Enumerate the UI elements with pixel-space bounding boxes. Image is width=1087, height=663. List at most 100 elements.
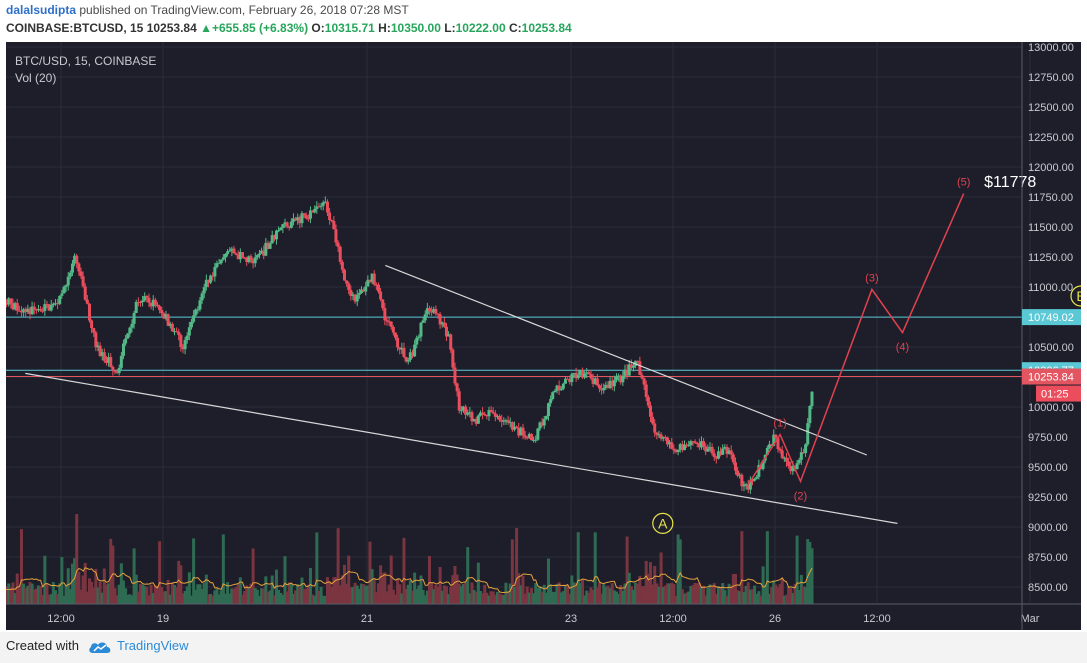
candle-body: [383, 308, 387, 321]
volume-bar: [113, 588, 117, 604]
candle-body: [638, 361, 642, 376]
volume-bar: [570, 575, 574, 604]
candle-body: [234, 253, 238, 255]
volume-bar: [640, 586, 644, 604]
candle-body: [555, 385, 559, 391]
candle-body: [266, 242, 270, 249]
last-price: 10253.84: [146, 21, 197, 35]
volume-bar: [738, 591, 742, 604]
y-tick-label: 9250.00: [1028, 492, 1068, 504]
volume-bar: [364, 585, 368, 604]
candle-body: [311, 210, 315, 213]
volume-bar: [334, 577, 338, 604]
volume-bar: [676, 534, 680, 604]
candle-body: [804, 444, 808, 454]
volume-bar: [744, 585, 748, 604]
volume-bar: [693, 582, 697, 604]
volume-bar: [134, 574, 138, 604]
candle-body: [719, 451, 723, 455]
candle-body: [219, 259, 223, 264]
volume-bar: [189, 595, 193, 604]
chart-panel[interactable]: (1) (2) (3) (4) (5) $11778 A B 13000.00 12750.0…: [6, 42, 1081, 630]
tradingview-cloud-icon: [89, 642, 111, 653]
volume-bar: [277, 589, 281, 604]
volume-bar: [419, 575, 423, 604]
candle-body: [436, 313, 440, 315]
candle-body: [238, 251, 242, 260]
candle-body: [240, 251, 244, 258]
candle-body: [279, 227, 283, 231]
volume-bar: [559, 592, 563, 604]
candle-body: [612, 380, 616, 387]
volume-bar: [425, 590, 429, 604]
volume-bar: [245, 585, 249, 604]
candle-body: [646, 397, 650, 406]
volume-bar: [572, 582, 576, 604]
volume-bar: [797, 590, 801, 604]
volume-bar: [34, 588, 38, 604]
candle-body: [385, 320, 389, 322]
volume-bar: [602, 584, 606, 604]
volume-bar: [226, 582, 230, 604]
volume-bar: [634, 582, 638, 604]
candle-body: [495, 416, 499, 418]
candle-body: [162, 313, 166, 319]
volume-bar: [423, 595, 427, 604]
volume-bar: [651, 584, 655, 604]
high-label: H:: [378, 21, 391, 35]
candle-body: [757, 465, 761, 477]
candle-body: [578, 370, 582, 376]
candle-body: [459, 410, 463, 412]
candle-body: [759, 465, 763, 469]
candle-body: [464, 406, 468, 415]
volume-bar: [359, 583, 363, 604]
volume-bar: [22, 583, 26, 604]
volume-bar: [387, 584, 391, 604]
volume-bar: [306, 584, 310, 604]
volume-bar: [731, 573, 735, 604]
candle-body: [192, 315, 196, 322]
author-link[interactable]: dalalsudipta: [6, 3, 77, 17]
volume-bar: [704, 595, 708, 604]
volume-bar: [357, 588, 361, 604]
candle-body: [761, 460, 765, 469]
volume-bar: [761, 566, 765, 604]
volume-bar: [264, 576, 268, 604]
candle-body: [145, 296, 149, 298]
volume-bar: [776, 587, 780, 604]
volume-bar: [260, 588, 264, 604]
candle-body: [644, 384, 648, 398]
price-chart[interactable]: (1) (2) (3) (4) (5) $11778 A B 13000.00 12750.0…: [6, 42, 1081, 630]
candle-body: [508, 422, 512, 424]
volume-bar: [538, 586, 542, 604]
candle-body: [232, 248, 236, 254]
tradingview-link[interactable]: TradingView: [117, 638, 189, 653]
candle-body: [593, 378, 597, 384]
candle-body: [648, 405, 652, 417]
candle-body: [7, 298, 11, 305]
candle-body: [62, 286, 66, 294]
volume-bar: [648, 562, 652, 604]
candle-body: [115, 371, 119, 373]
candle-body: [527, 433, 531, 438]
candle-body: [461, 406, 465, 411]
candle-body: [351, 294, 355, 296]
candle-body: [294, 218, 298, 221]
volume-bar: [49, 594, 53, 604]
volume-bar: [400, 593, 404, 604]
volume-bar: [600, 593, 604, 604]
volume-bar: [719, 586, 723, 604]
candle-body: [130, 323, 134, 328]
candle-body: [228, 250, 232, 252]
candle-body: [515, 426, 519, 429]
volume-bar: [128, 594, 132, 604]
candle-body: [434, 308, 438, 314]
candle-body: [264, 242, 268, 256]
volume-bars: [6, 514, 814, 604]
candle-body: [791, 466, 795, 472]
candle-body: [19, 310, 23, 313]
candle-body: [255, 255, 259, 258]
volume-bar: [115, 595, 119, 604]
candle-body: [770, 444, 774, 446]
volume-bar: [391, 589, 395, 604]
